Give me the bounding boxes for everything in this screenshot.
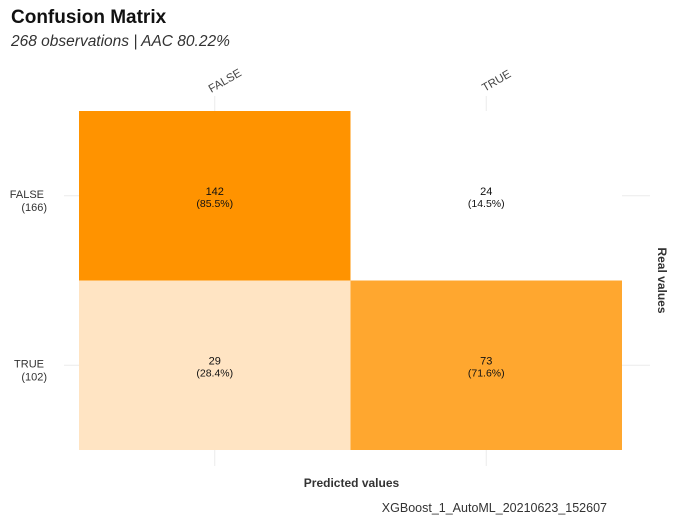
x-tick-label: FALSE [207,67,244,95]
cell-percent-label: (14.5%) [468,198,505,210]
cell-percent-label: (71.6%) [468,367,505,379]
cell-labels: 142(85.5%) 24(14.5%) 29(28.4%) 73(71.6%) [196,186,504,380]
cell-count-label: 142 [206,186,224,198]
x-axis-title: Predicted values [304,476,400,490]
y-tick-label: FALSE [10,189,44,201]
cell-percent-label: (85.5%) [196,198,233,210]
chart-caption: XGBoost_1_AutoML_20210623_152607 [381,501,607,515]
cell-count-label: 73 [480,355,492,367]
cell-count-label: 29 [209,355,221,367]
heatmap-cell [79,111,351,281]
y-axis-title: Real values [655,247,669,313]
y-tick-label: TRUE [14,358,44,370]
heatmap-cell [79,280,351,450]
chart-subtitle: 268 observations | AAC 80.22% [11,33,230,50]
chart-title: Confusion Matrix [11,7,167,28]
y-tick-count: (102) [21,371,47,383]
cell-percent-label: (28.4%) [196,367,233,379]
heatmap-cell [350,111,622,281]
y-tick-count: (166) [21,202,47,214]
heatmap-cell [350,280,622,450]
x-tick-label: TRUE [480,68,513,94]
heatmap-cells [79,111,622,450]
cell-count-label: 24 [480,186,492,198]
